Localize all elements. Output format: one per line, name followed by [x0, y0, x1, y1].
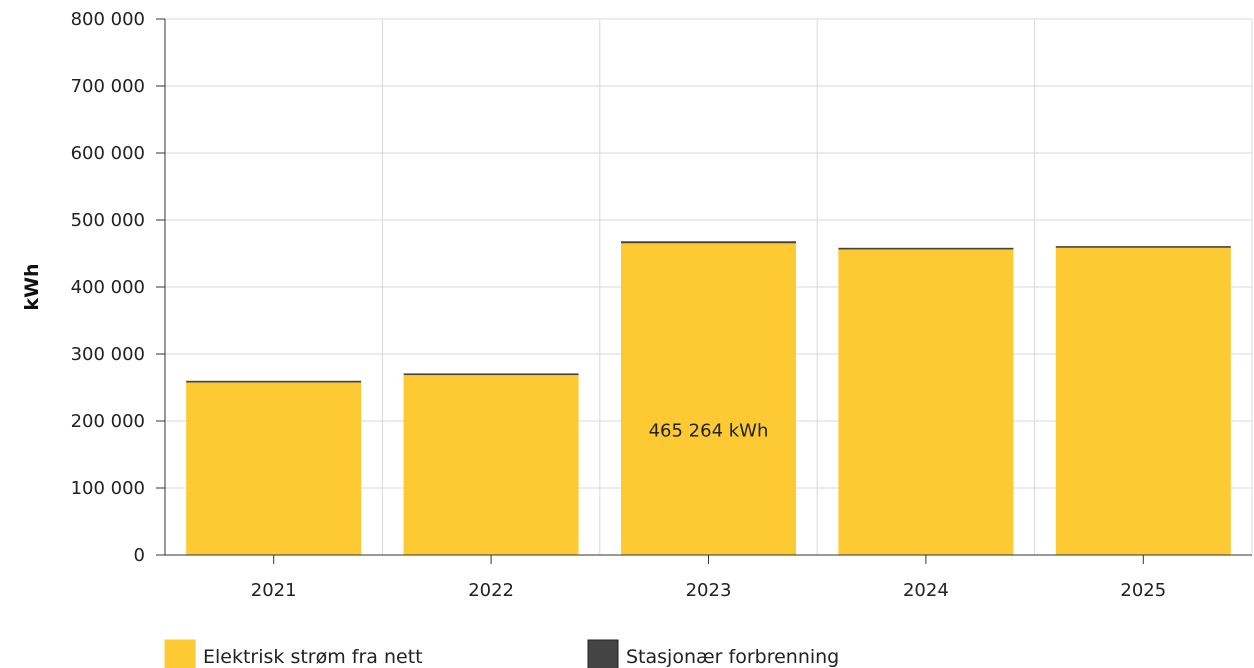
x-tick-label-2022: 2022 [468, 580, 514, 601]
y-tick-label: 600 000 [71, 143, 145, 164]
bar-elektrisk-str-m-fra-nett-2022[interactable] [403, 375, 579, 555]
y-tick-label: 100 000 [71, 478, 145, 499]
y-tick-label: 400 000 [71, 277, 145, 298]
x-tick-labels: 2021 2022 2023 2024 2025 [251, 580, 1166, 601]
bar-elektrisk-str-m-fra-nett-2023[interactable] [621, 243, 796, 555]
bar-stasjon-r-forbrenning-2022[interactable] [403, 373, 579, 376]
y-tick-label: 700 000 [71, 76, 145, 97]
y-tick-label: 800 000 [71, 9, 145, 30]
legend-swatch-1 [164, 639, 196, 668]
legend-swatch-2 [587, 639, 619, 668]
bars [186, 241, 1231, 556]
legend-label-2: Stasjonær forbrenning [626, 646, 839, 668]
y-tick-labels: 0 100 000 200 000 300 000 400 000 500 000 600 … [71, 9, 145, 566]
x-tick-label-2024: 2024 [903, 580, 949, 601]
axes [156, 18, 1252, 564]
bar-elektrisk-str-m-fra-nett-2025[interactable] [1055, 247, 1231, 555]
legend-label-1: Elektrisk strøm fra nett [203, 646, 423, 668]
legend: Elektrisk strøm fra nett Stasjonær forbre… [164, 639, 839, 668]
x-tick-label-2021: 2021 [251, 580, 297, 601]
data-label-2023: 465 264 kWh [649, 420, 769, 441]
y-tick-label: 200 000 [71, 411, 145, 432]
bar-elektrisk-str-m-fra-nett-2021[interactable] [186, 382, 362, 555]
y-axis-title: kWh [21, 263, 43, 310]
bar-stasjon-r-forbrenning-2024[interactable] [838, 247, 1014, 250]
y-tick-label: 0 [134, 545, 145, 566]
bar-elektrisk-str-m-fra-nett-2024[interactable] [838, 249, 1014, 556]
bar-stasjon-r-forbrenning-2025[interactable] [1055, 246, 1231, 248]
bar-stasjon-r-forbrenning-2021[interactable] [186, 380, 362, 383]
y-tick-label: 500 000 [71, 210, 145, 231]
x-tick-label-2025: 2025 [1120, 580, 1166, 601]
y-tick-label: 300 000 [71, 344, 145, 365]
x-tick-label-2023: 2023 [686, 580, 732, 601]
bar-stasjon-r-forbrenning-2023[interactable] [621, 241, 796, 244]
